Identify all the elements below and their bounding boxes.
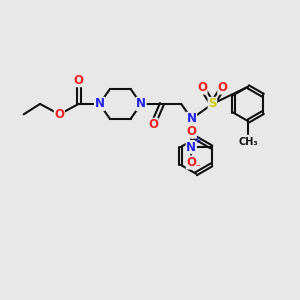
Text: N: N [94, 98, 104, 110]
Text: N: N [186, 140, 196, 154]
Text: O: O [148, 118, 158, 131]
Text: N: N [136, 98, 146, 110]
Text: CH₃: CH₃ [238, 137, 258, 147]
Text: +: + [194, 136, 202, 145]
Text: O: O [186, 156, 196, 169]
Text: O: O [54, 108, 64, 121]
Text: O: O [218, 81, 228, 94]
Text: N: N [187, 112, 196, 125]
Text: S: S [208, 98, 217, 110]
Text: O: O [197, 81, 207, 94]
Text: O: O [186, 125, 196, 138]
Text: O: O [74, 74, 84, 87]
Text: ⁻: ⁻ [196, 163, 200, 172]
